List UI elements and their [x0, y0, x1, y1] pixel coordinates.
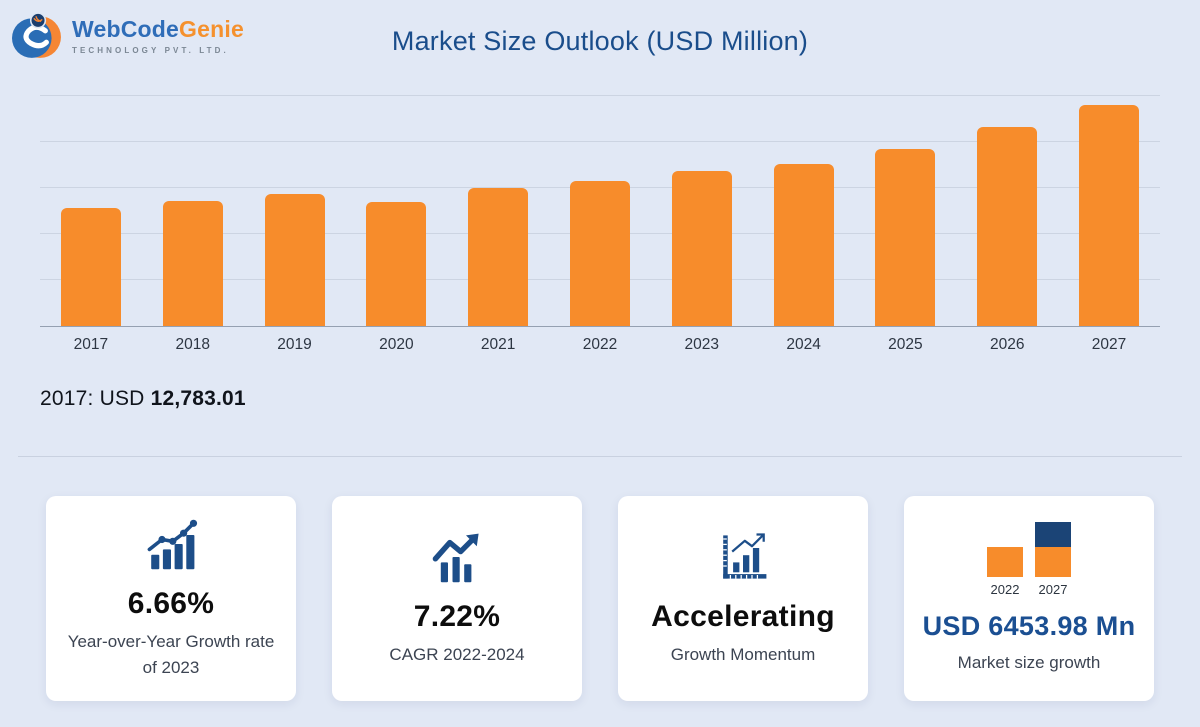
- bar-slot: [549, 96, 651, 326]
- stat-card-market-growth: 2022 2027 USD 6453.98 Mn Market size gro…: [904, 496, 1154, 701]
- stat-card-cagr: 7.22% CAGR 2022-2024: [332, 496, 582, 701]
- company-logo: WebCodeGenie TECHNOLOGY PVT. LTD.: [12, 10, 244, 60]
- bar-slot: [447, 96, 549, 326]
- tooltip-year-prefix: 2017: USD: [40, 387, 145, 410]
- bar-2026[interactable]: [977, 126, 1038, 326]
- bar-slot: [40, 96, 142, 326]
- bar-slot: [142, 96, 244, 326]
- tooltip-value: 12,783.01: [150, 387, 246, 410]
- x-tick-label: 2020: [379, 336, 414, 353]
- x-tick-label: 2026: [989, 336, 1025, 353]
- brand-name-accent: Genie: [179, 15, 244, 42]
- x-tick-label: 2018: [175, 336, 210, 353]
- mini-bar-year-label: 2022: [990, 581, 1020, 597]
- mini-bar-2022: [987, 546, 1023, 577]
- bar-slot: [1058, 96, 1160, 326]
- stat-label: Growth Momentum: [670, 644, 816, 664]
- market-size-bar-chart: 2017 2018 2019 2020 2021 2022 2023 2024 2025 2026…: [40, 95, 1160, 354]
- bar-2023[interactable]: [671, 171, 732, 326]
- bar-2018[interactable]: [162, 201, 223, 326]
- bar-slot: [345, 96, 447, 326]
- stat-label: CAGR 2022-2024: [389, 644, 525, 664]
- x-axis: 2017 2018 2019 2020 2021 2022 2023 2024 2025 2026…: [40, 326, 1160, 354]
- mini-bar-2027-growth-segment: [1035, 521, 1071, 547]
- bar-2027[interactable]: [1079, 104, 1140, 326]
- x-tick-label: 2027: [1091, 336, 1127, 353]
- x-tick-label: 2021: [480, 336, 516, 353]
- yoy-growth-bars-icon: [147, 519, 198, 570]
- bar-2025[interactable]: [875, 149, 936, 326]
- gridline: [40, 141, 1160, 142]
- bar-2024[interactable]: [773, 164, 834, 326]
- bar-slot: [956, 96, 1058, 326]
- bar-2020[interactable]: [366, 202, 427, 326]
- brand-name: WebCodeGenie: [72, 16, 244, 43]
- stat-card-yoy-growth: 6.66% Year-over-Year Growth rate of 2023: [46, 496, 296, 701]
- stat-value: USD 6453.98 Mn: [922, 610, 1136, 641]
- x-tick-label: 2025: [888, 336, 923, 353]
- bar-2022[interactable]: [569, 181, 630, 326]
- x-tick-label: 2024: [786, 336, 821, 353]
- mini-bar-year-label: 2027: [1038, 581, 1068, 597]
- page-title: Market Size Outlook (USD Million): [391, 26, 809, 56]
- stat-cards-row: 6.66% Year-over-Year Growth rate of 2023…: [46, 496, 1154, 701]
- bar-slot: [855, 96, 957, 326]
- x-tick-label: 2019: [277, 336, 312, 353]
- x-tick-label: 2017: [73, 336, 109, 353]
- stat-value: Accelerating: [651, 599, 835, 633]
- bars-layer: [40, 96, 1160, 326]
- momentum-chart-icon: [723, 533, 767, 579]
- bar-2021[interactable]: [468, 188, 529, 326]
- section-divider: [18, 456, 1182, 457]
- stat-card-momentum: Accelerating Growth Momentum: [618, 496, 868, 701]
- cagr-trend-arrow-icon: [432, 533, 479, 582]
- market-growth-mini-bars: 2022 2027: [987, 521, 1071, 607]
- stat-value: 6.66%: [127, 587, 215, 620]
- bar-slot: [753, 96, 855, 326]
- bar-2019[interactable]: [264, 194, 325, 326]
- chart-tooltip-readout: 2017: USD 12,783.01: [40, 387, 246, 411]
- brand-name-primary: WebCode: [72, 15, 180, 42]
- bar-slot: [651, 96, 753, 326]
- stat-label: Year-over-Year Growth rate of 2023: [67, 632, 275, 677]
- x-tick-label: 2022: [582, 336, 618, 353]
- bar-slot: [244, 96, 346, 326]
- stat-value: 7.22%: [413, 599, 501, 633]
- brand-tagline: TECHNOLOGY PVT. LTD.: [72, 45, 229, 55]
- bar-2017[interactable]: [60, 208, 121, 326]
- mini-bar-2027-base-segment: [1035, 546, 1071, 577]
- stat-label: Market size growth: [957, 652, 1101, 672]
- gridline: [40, 95, 1160, 96]
- x-tick-label: 2023: [684, 336, 720, 353]
- webcodegenie-logo-icon: [12, 12, 61, 58]
- bar-chart-plot: [40, 95, 1160, 326]
